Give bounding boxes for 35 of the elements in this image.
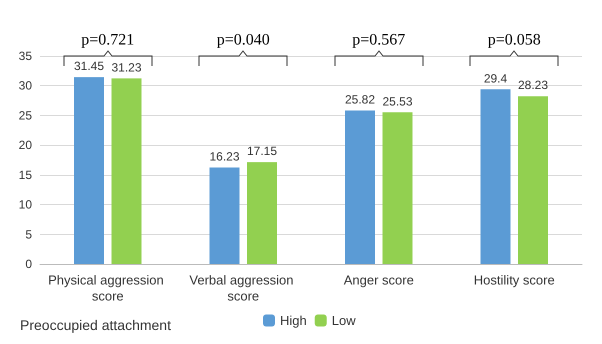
y-tick-label: 20	[18, 138, 32, 152]
y-tick-label: 0	[25, 257, 32, 271]
x-tick-label: Anger score	[344, 272, 414, 288]
data-label: 28.23	[518, 78, 548, 92]
data-label: 17.15	[246, 144, 278, 158]
y-tick-label: 10	[18, 198, 32, 212]
y-tick-label: 15	[18, 168, 32, 182]
data-label: 25.82	[344, 92, 376, 107]
bar	[112, 78, 142, 264]
y-tick-label: 25	[18, 108, 32, 122]
bar	[210, 168, 240, 264]
x-tick-label: Physical aggression score	[48, 272, 168, 304]
x-tick-label: Hostility score	[474, 272, 555, 288]
legend-title: Preoccupied attachment	[20, 317, 172, 333]
y-tick-label: 30	[18, 78, 32, 93]
bar	[74, 77, 104, 264]
y-tick-label: 35	[18, 49, 32, 63]
x-tick-label: Verbal aggression score	[189, 272, 298, 304]
data-label: 31.45	[74, 59, 104, 74]
bar	[382, 112, 412, 264]
data-label: 29.4	[484, 71, 508, 86]
bar	[345, 110, 375, 264]
text: p=0.721	[81, 32, 134, 48]
y-tick-label: 5	[25, 227, 32, 242]
bar	[247, 162, 277, 264]
bar	[518, 96, 548, 264]
data-label: 25.53	[382, 94, 413, 108]
data-label: 31.23	[111, 60, 142, 74]
text: p=0.058	[488, 32, 541, 48]
data-label: 16.23	[209, 150, 240, 164]
legend-label: High	[280, 313, 307, 328]
bar	[480, 89, 510, 264]
legend-label: Low	[332, 313, 356, 328]
text: p=0.040	[216, 32, 270, 48]
text: p=0.567	[352, 32, 406, 48]
